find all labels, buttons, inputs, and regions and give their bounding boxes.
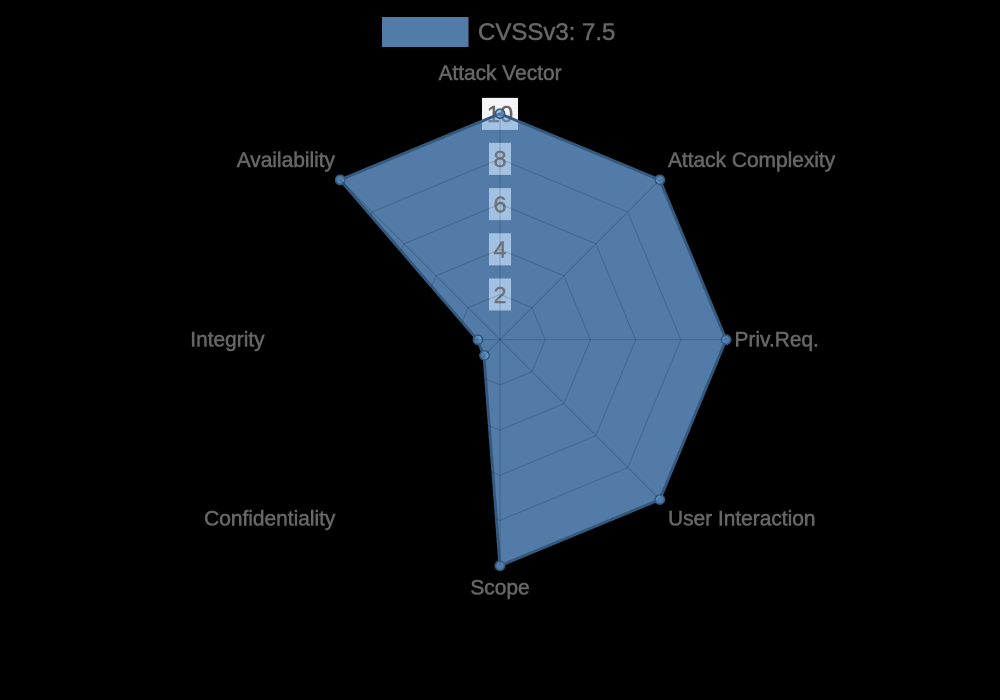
svg-text:2: 2	[493, 282, 506, 308]
svg-text:Confidentiality: Confidentiality	[204, 507, 336, 530]
svg-text:Attack Complexity: Attack Complexity	[668, 149, 836, 172]
svg-text:Priv.Req.: Priv.Req.	[735, 328, 819, 351]
svg-text:User Interaction: User Interaction	[668, 507, 815, 530]
svg-text:CVSSv3: 7.5: CVSSv3: 7.5	[478, 19, 615, 46]
svg-text:8: 8	[493, 146, 506, 172]
svg-text:Scope: Scope	[470, 577, 529, 600]
svg-text:6: 6	[493, 191, 506, 217]
svg-text:4: 4	[493, 237, 506, 263]
svg-text:Integrity: Integrity	[190, 328, 265, 351]
svg-text:Availability: Availability	[237, 149, 336, 172]
svg-text:Attack Vector: Attack Vector	[438, 62, 561, 85]
